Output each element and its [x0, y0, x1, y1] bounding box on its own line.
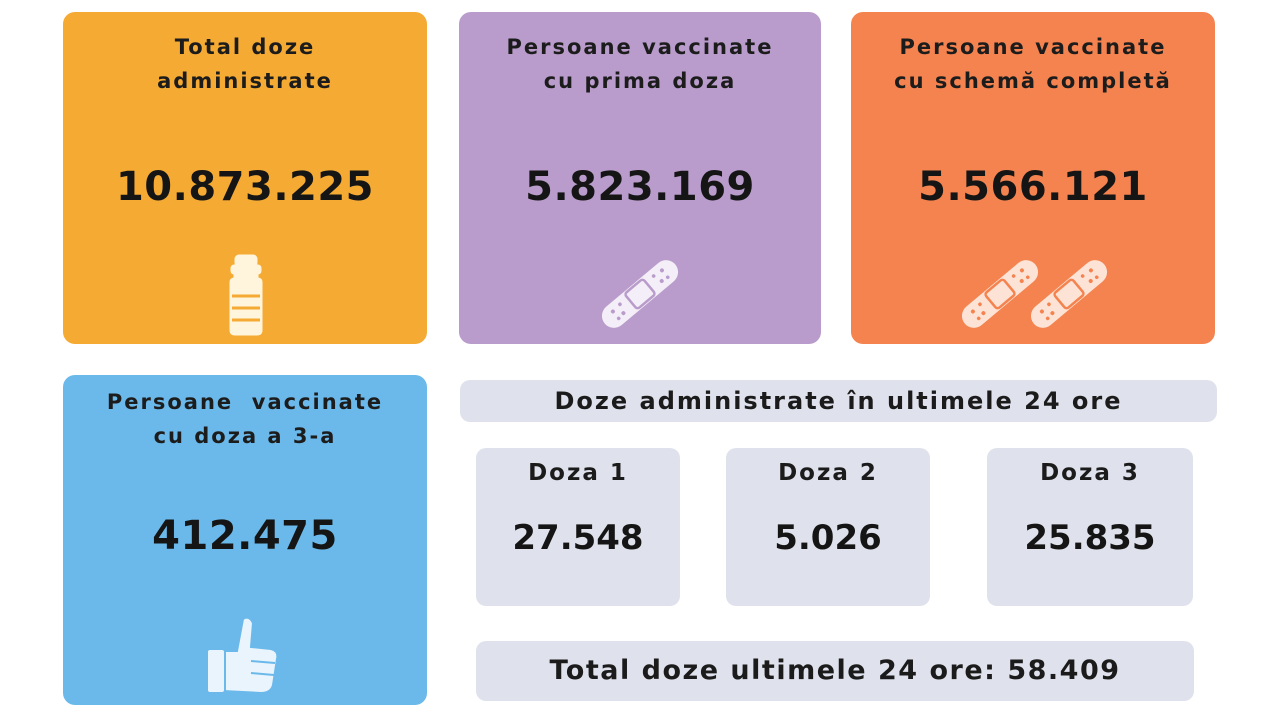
thumbs-up-icon	[206, 616, 279, 695]
card-title-line1: Persoane vaccinate	[899, 35, 1167, 59]
third-dose-card: Persoane vaccinate cu doza a 3-a 412.475	[63, 375, 427, 705]
dose-label: Doza 1	[528, 460, 628, 486]
dose-value: 5.026	[774, 518, 882, 558]
card-title: Persoane vaccinate cu doza a 3-a	[63, 385, 427, 453]
first-dose-value: 5.823.169	[525, 164, 755, 210]
third-dose-value: 412.475	[152, 513, 338, 559]
dose-value: 27.548	[512, 518, 644, 558]
card-title-line1: Total doze	[174, 35, 316, 59]
dose-3-box: Doza 3 25.835	[987, 448, 1193, 606]
dose-label: Doza 2	[778, 460, 878, 486]
dose-2-box: Doza 2 5.026	[726, 448, 930, 606]
first-dose-card: Persoane vaccinate cu prima doza 5.823.1…	[459, 12, 821, 344]
bandage-icon	[601, 260, 679, 328]
dose-value: 25.835	[1024, 518, 1156, 558]
dose-label: Doza 3	[1040, 460, 1140, 486]
card-title-line1: Persoane vaccinate	[106, 390, 384, 414]
card-title: Persoane vaccinate cu schemă completă	[851, 30, 1215, 98]
last-24h-header: Doze administrate în ultimele 24 ore	[460, 380, 1217, 422]
last-24h-header-text: Doze administrate în ultimele 24 ore	[554, 387, 1123, 415]
card-title-line2: administrate	[157, 69, 333, 93]
total-last-24h-text: Total doze ultimele 24 ore: 58.409	[549, 655, 1121, 686]
total-doses-card: Total doze administrate 10.873.225	[63, 12, 427, 344]
card-title-line2: cu schemă completă	[894, 69, 1172, 93]
dose-1-box: Doza 1 27.548	[476, 448, 680, 606]
card-title-line1: Persoane vaccinate	[506, 35, 774, 59]
card-title: Total doze administrate	[63, 30, 427, 98]
total-last-24h-bar: Total doze ultimele 24 ore: 58.409	[476, 641, 1194, 701]
card-title: Persoane vaccinate cu prima doza	[459, 30, 821, 98]
complete-schedule-value: 5.566.121	[918, 164, 1148, 210]
complete-schedule-card: Persoane vaccinate cu schemă completă 5.…	[851, 12, 1215, 344]
total-doses-value: 10.873.225	[115, 164, 375, 210]
vaccine-vial-icon	[229, 254, 263, 336]
card-title-line2: cu prima doza	[543, 69, 737, 93]
card-title-line2: cu doza a 3-a	[153, 424, 337, 448]
two-bandages-icon	[961, 260, 1108, 328]
